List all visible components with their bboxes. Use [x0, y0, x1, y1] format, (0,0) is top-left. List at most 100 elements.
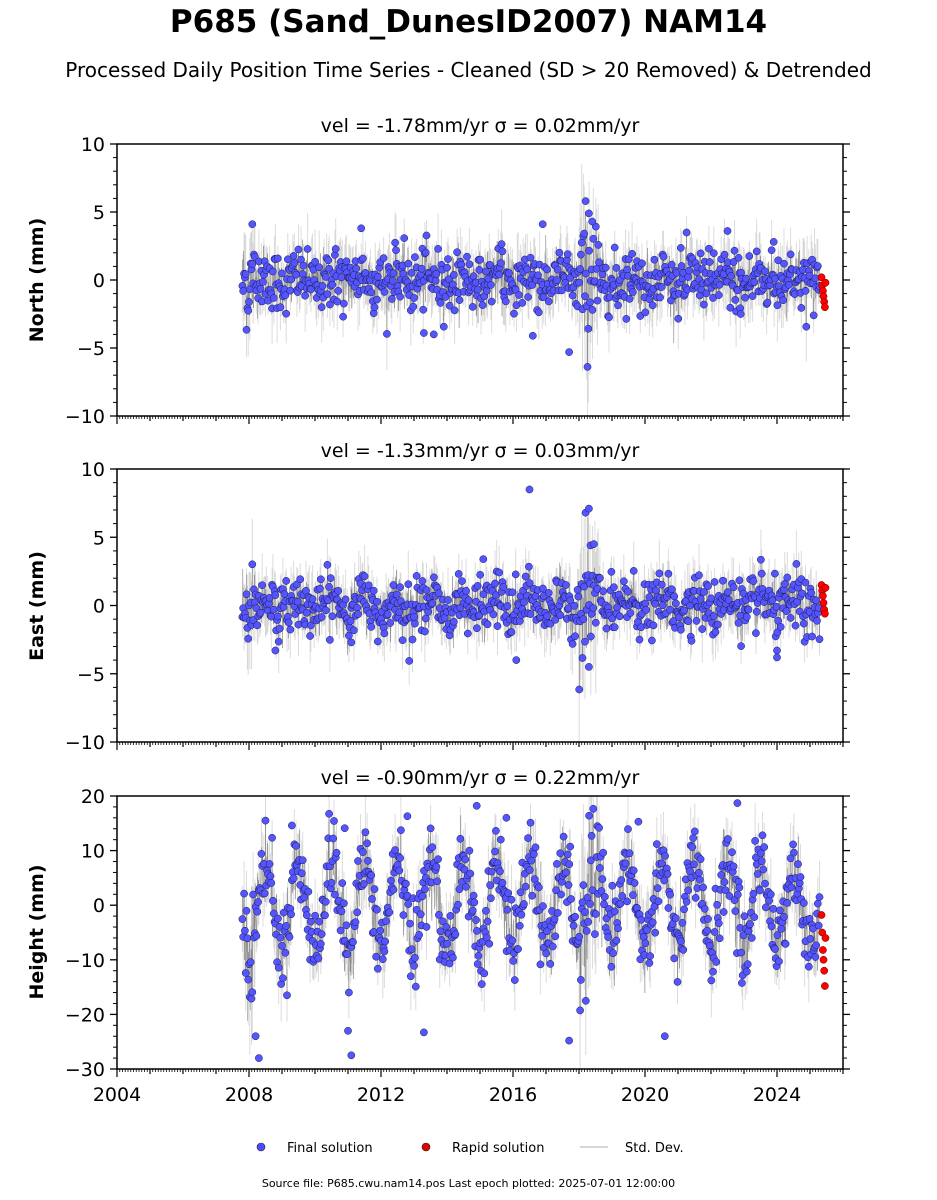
north-final-point [496, 259, 505, 267]
north-final-point [367, 288, 376, 297]
north-final-point [726, 303, 735, 312]
north-final-point [674, 314, 683, 323]
height-final-outlier [344, 1026, 352, 1035]
height-final-point [761, 879, 769, 888]
north-final-point [583, 363, 592, 371]
east-final-point [306, 632, 314, 640]
height-final-point [534, 883, 543, 892]
height-final-point [684, 886, 693, 895]
height-final-point [498, 878, 507, 887]
north-final-point [339, 312, 347, 321]
north-final-point [380, 288, 389, 296]
north-final-point [715, 280, 724, 289]
height-final-point [733, 890, 742, 899]
north-final-point [786, 250, 795, 259]
east-final-point [489, 610, 498, 619]
height-final-point [608, 881, 617, 890]
north-final-point [581, 292, 589, 301]
height-final-point [342, 921, 351, 930]
east-final-outlier [773, 646, 781, 655]
north-final-point [333, 297, 342, 306]
height-final-point [757, 857, 766, 866]
height-rapid-point [821, 934, 830, 942]
east-ytick-label: −10 [65, 732, 105, 754]
height-final-point [492, 826, 500, 835]
height-final-point [445, 959, 454, 968]
height-final-point [614, 924, 622, 933]
height-final-point [742, 967, 751, 976]
height-final-point [616, 899, 625, 908]
height-final-point [680, 905, 688, 914]
height-final-point [607, 962, 616, 971]
north-final-point [575, 278, 584, 287]
east-final-point [386, 619, 395, 627]
height-final-point [695, 868, 703, 877]
east-final-point [508, 588, 517, 597]
north-final-point [328, 280, 337, 289]
height-final-point [480, 969, 489, 978]
north-rapid-point [821, 303, 829, 312]
north-final-point [487, 281, 495, 289]
east-final-point [666, 605, 674, 614]
height-final-point [564, 881, 573, 889]
height-final-point [717, 871, 726, 879]
height-final-point [750, 913, 759, 921]
east-final-point [280, 590, 289, 599]
height-final-point [804, 962, 813, 971]
height-final-point [373, 964, 382, 973]
north-final-point [648, 301, 657, 310]
height-final-point [794, 860, 802, 868]
north-final-point [495, 270, 504, 279]
height-final-point [473, 927, 481, 935]
north-final-point [245, 298, 253, 306]
north-final-point [387, 295, 396, 303]
north-final-point [568, 291, 577, 300]
height-final-point [757, 849, 765, 858]
height-final-point [483, 917, 492, 926]
east-final-outlier [585, 663, 593, 671]
north-final-point [410, 294, 418, 302]
east-final-point [412, 572, 421, 580]
height-final-point [416, 910, 425, 919]
east-final-point [483, 620, 492, 629]
north-final-point [444, 255, 452, 263]
north-final-point [318, 282, 327, 290]
north-final-point [580, 229, 589, 238]
north-final-outlier [528, 331, 537, 340]
east-final-point [780, 580, 789, 588]
east-final-point [326, 636, 334, 644]
north-final-point [774, 256, 783, 265]
height-final-point [454, 900, 462, 909]
north-final-point [450, 306, 459, 315]
height-final-point [354, 857, 362, 865]
north-final-point [650, 255, 659, 264]
east-final-point [799, 619, 808, 628]
east-final-point [641, 599, 650, 608]
height-final-outlier [251, 1032, 260, 1041]
north-final-point [473, 285, 482, 294]
north-final-point [299, 261, 308, 270]
north-final-point [241, 270, 250, 278]
east-final-point [782, 607, 791, 615]
height-final-point [604, 933, 612, 941]
east-final-point [744, 605, 753, 614]
east-rapid-point [821, 609, 829, 618]
north-final-point [610, 243, 619, 252]
height-final-point [600, 892, 609, 901]
east-final-point [493, 622, 502, 630]
height-final-point [591, 910, 600, 918]
height-final-point [728, 848, 736, 857]
east-final-point [700, 588, 708, 596]
height-final-point [285, 933, 294, 941]
height-final-point [385, 908, 394, 917]
height-final-point [426, 824, 435, 833]
height-final-outlier [420, 1028, 428, 1037]
height-final-point [529, 850, 538, 859]
north-final-point [672, 269, 681, 277]
height-final-point [418, 892, 427, 901]
height-final-point [329, 834, 338, 843]
north-final-outlier [588, 217, 597, 226]
north-final-point [641, 308, 650, 317]
height-final-point [473, 960, 482, 968]
height-final-point [521, 882, 530, 891]
